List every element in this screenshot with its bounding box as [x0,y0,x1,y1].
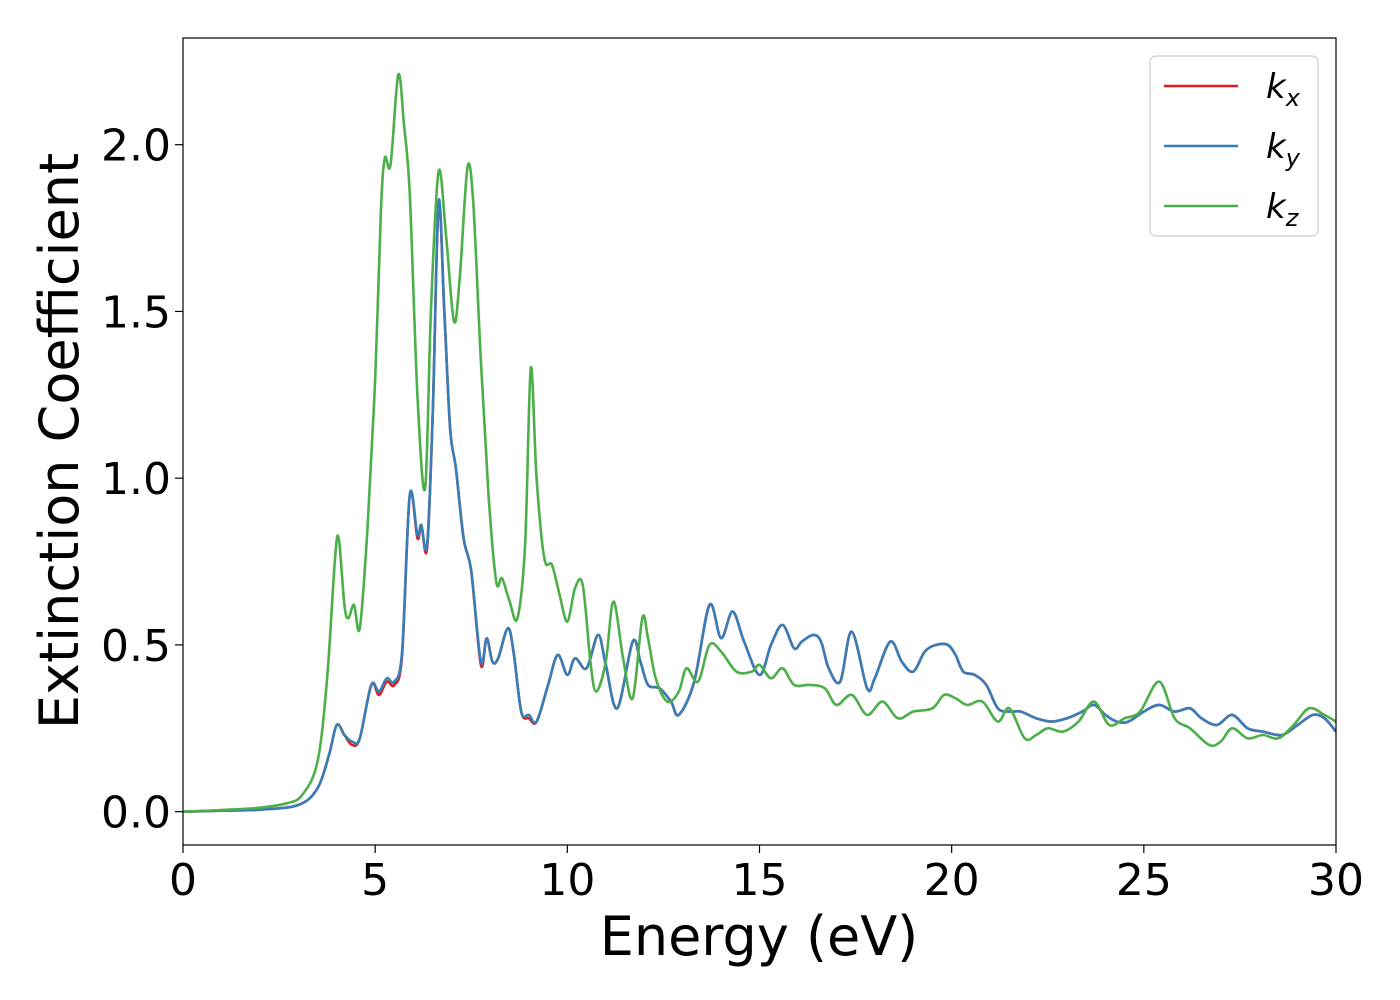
x-tick-label: 10 [539,855,595,906]
x-tick-label: 30 [1308,855,1364,906]
x-axis: 0 5 10 15 20 25 30 [169,845,1364,906]
legend-entry-label: kx [1266,67,1301,112]
series-line-k-y [183,198,1336,813]
y-tick-label: 0.0 [101,788,171,839]
y-tick-label: 0.5 [101,621,171,672]
x-tick-label: 15 [732,855,788,906]
series-line-k-z [183,72,1336,813]
y-axis-label: Extinction Coefficient [28,153,91,729]
y-tick-label: 2.0 [101,121,171,172]
y-tick-label: 1.5 [101,287,171,338]
plot-lines-layer [183,72,1336,813]
x-tick-label: 0 [169,855,197,906]
legend-entry-label: ky [1266,127,1301,172]
y-tick-label: 1.0 [101,454,171,505]
y-axis: 0.0 0.5 1.0 1.5 2.0 [101,121,183,839]
x-tick-label: 20 [924,855,980,906]
series-line-k-x [183,201,1336,813]
x-axis-label: Energy (eV) [600,905,919,968]
x-tick-label: 25 [1116,855,1172,906]
x-tick-label: 5 [361,855,389,906]
